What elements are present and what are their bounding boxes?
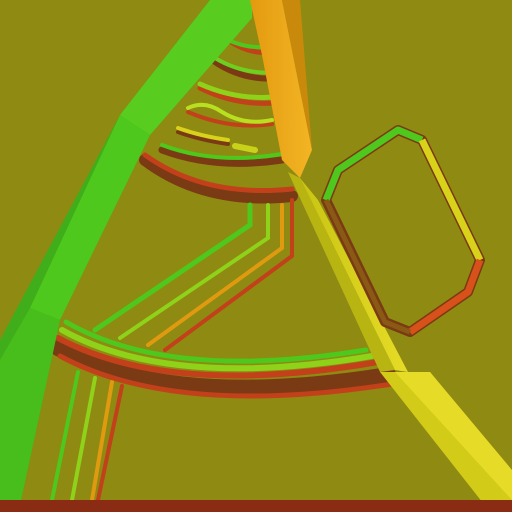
curved-rails-lower (50, 319, 396, 399)
left-green-beam (0, 0, 252, 505)
octagon-ring (321, 125, 485, 337)
floor-bar (0, 500, 512, 512)
diagonal-rods (50, 198, 294, 502)
curved-rails-upper (139, 37, 298, 204)
